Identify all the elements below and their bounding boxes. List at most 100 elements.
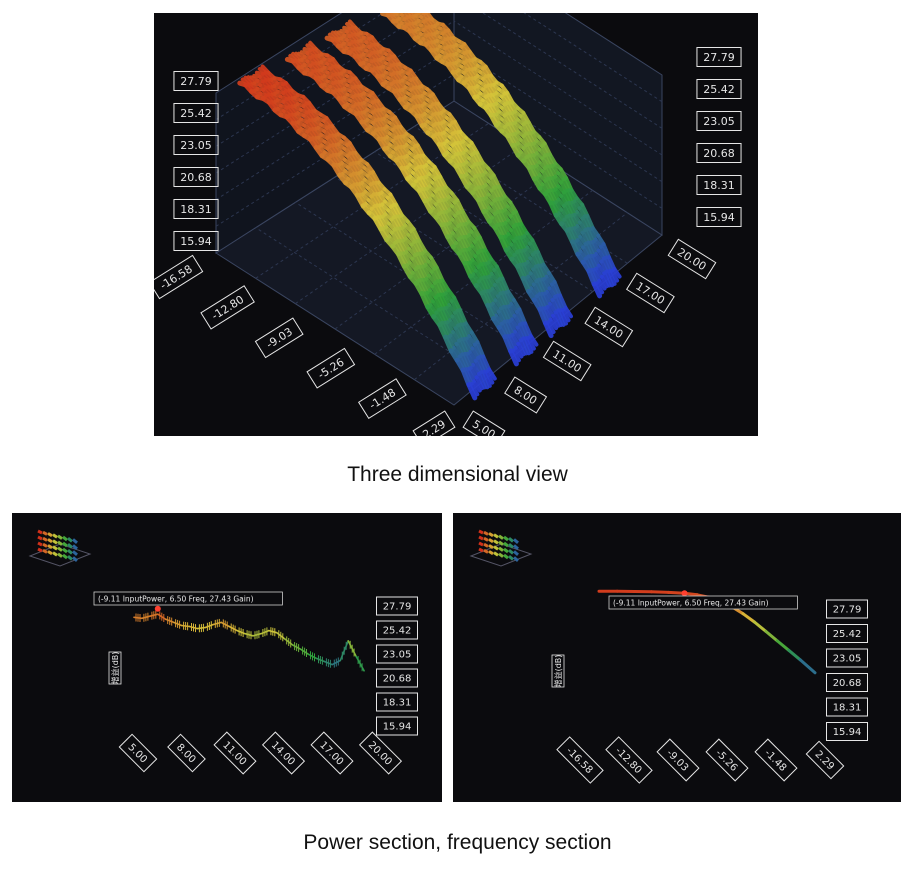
ridge-segment bbox=[460, 352, 471, 372]
ridge-segment bbox=[417, 251, 428, 267]
ridge-segment bbox=[416, 265, 426, 282]
ridge-segment bbox=[511, 224, 522, 240]
ridge-segment bbox=[473, 174, 483, 190]
power-axis-tick: 2.29 bbox=[412, 410, 456, 436]
ridge-segment bbox=[476, 371, 487, 390]
y-axis-tick: 20.68 bbox=[376, 668, 418, 688]
x-axis-tick-label: 17.00 bbox=[317, 740, 345, 768]
ridge-segment bbox=[539, 291, 550, 309]
mini-ridge bbox=[503, 553, 509, 560]
ridge-segment bbox=[583, 228, 593, 245]
mini-3d-thumbnail[interactable] bbox=[28, 529, 92, 567]
mini-ridge bbox=[52, 545, 58, 551]
ridge-segment bbox=[478, 262, 489, 280]
mini-3d-thumbnail[interactable] bbox=[469, 529, 533, 567]
freq-axis-tick-box bbox=[625, 272, 675, 314]
frequency-section-panel[interactable]: 27.79 25.42 23.05 20.68 18.31 15.94 -16.58 -12.… bbox=[453, 513, 901, 802]
x-axis-tick: -1.48 bbox=[754, 738, 798, 782]
ridge-segment bbox=[515, 250, 525, 267]
ridge-segment bbox=[475, 340, 486, 359]
power-axis-tick-box bbox=[306, 347, 356, 389]
frequency-section-chart[interactable]: 27.79 25.42 23.05 20.68 18.31 15.94 -16.58 -12.… bbox=[453, 513, 901, 802]
ridge-segment bbox=[482, 275, 492, 293]
z-axis-left-tick-box bbox=[173, 71, 219, 91]
ridge-segment bbox=[551, 313, 561, 328]
ridge-segment bbox=[475, 173, 486, 189]
mini-ridge bbox=[483, 548, 489, 554]
ridge-segment bbox=[394, 214, 405, 230]
ridge-segment bbox=[462, 352, 473, 370]
y-axis-tick-label: 18.31 bbox=[833, 703, 862, 714]
ridge-segment bbox=[432, 281, 443, 297]
surface-chart[interactable]: 27.79 27.79 25.42 25.42 23.05 23.05 20.68 20.68… bbox=[154, 13, 758, 436]
mini-ridge bbox=[508, 555, 514, 561]
ridge-segment bbox=[433, 295, 444, 311]
ridge-segment bbox=[513, 345, 524, 359]
mini-ridge bbox=[67, 537, 73, 543]
ridge-segment bbox=[591, 267, 602, 283]
mini-ridge bbox=[478, 541, 484, 547]
ridge-segment bbox=[416, 278, 427, 296]
y-axis-tick-box bbox=[376, 620, 418, 640]
z-axis-right-tick-label: 27.79 bbox=[703, 51, 735, 64]
freq-axis-tick-label: 14.00 bbox=[592, 314, 626, 342]
power-axis-tick: -9.03 bbox=[254, 317, 304, 359]
y-axis-tick-box bbox=[376, 692, 418, 712]
x-axis-tick-box bbox=[358, 731, 403, 775]
y-axis-title-text: 增益(dB) bbox=[110, 652, 120, 685]
ridge-segment bbox=[499, 306, 509, 324]
ridge-segment bbox=[436, 199, 447, 215]
ridge-segment bbox=[556, 308, 566, 327]
power-section-panel[interactable]: 27.79 25.42 23.05 20.68 18.31 15.94 5.00 8.00 11… bbox=[12, 513, 442, 802]
power-section-chart[interactable]: 27.79 25.42 23.05 20.68 18.31 15.94 5.00 8.00 11… bbox=[12, 513, 442, 802]
ridge-segment bbox=[481, 354, 491, 372]
x-axis-tick-label: -1.48 bbox=[762, 748, 788, 774]
z-axis-left-tick: 23.05 bbox=[173, 135, 219, 155]
y-axis-tick: 27.79 bbox=[376, 596, 418, 616]
z-axis-right-tick-box bbox=[696, 143, 742, 163]
mini-ridge bbox=[498, 552, 504, 558]
ridge-segment bbox=[545, 176, 556, 193]
ridge-segment bbox=[421, 277, 432, 293]
ridge-segment bbox=[513, 209, 524, 227]
selection-marker bbox=[154, 605, 161, 612]
mini-ridge bbox=[478, 529, 484, 535]
ridge-segment bbox=[533, 264, 544, 282]
mini-ridge bbox=[57, 534, 63, 540]
freq-axis-tick: 11.00 bbox=[542, 340, 592, 382]
y-axis-title: 增益(dB) bbox=[108, 652, 122, 685]
z-axis-right-tick-label: 25.42 bbox=[703, 83, 735, 96]
ridge-segment bbox=[487, 367, 497, 381]
ridge-segment bbox=[601, 256, 612, 274]
ridge-segment bbox=[563, 305, 573, 319]
ridge-segment bbox=[526, 335, 536, 351]
ridge-segment bbox=[548, 188, 558, 205]
ridge-segment bbox=[508, 334, 518, 350]
ridge-segment bbox=[526, 153, 537, 169]
ridge-segment bbox=[564, 201, 574, 218]
z-axis-left-tick: 15.94 bbox=[173, 231, 219, 251]
y-axis-tick-box bbox=[826, 624, 868, 643]
ridge-segment bbox=[516, 341, 526, 357]
ridge-segment bbox=[458, 222, 469, 239]
three-dimensional-view-panel[interactable]: 27.79 27.79 25.42 25.42 23.05 23.05 20.68 20.68… bbox=[154, 13, 758, 436]
freq-axis-tick: 5.00 bbox=[462, 410, 506, 436]
y-axis-title-text: 增益(dB) bbox=[553, 655, 563, 688]
ridge-segment bbox=[478, 248, 488, 266]
ridge-segment bbox=[442, 320, 453, 338]
mini-ridge bbox=[498, 546, 504, 552]
mini-ridge bbox=[52, 539, 58, 545]
y-axis-tick-label: 27.79 bbox=[383, 602, 412, 613]
mini-ridge bbox=[62, 535, 68, 542]
ridge-segment bbox=[375, 203, 385, 219]
x-axis-tick-box bbox=[261, 731, 306, 775]
ridge-segment bbox=[456, 323, 466, 342]
power-axis-tick-label: -5.26 bbox=[316, 356, 347, 382]
ridge-segment bbox=[501, 305, 512, 324]
ridge-segment bbox=[511, 211, 521, 227]
x-axis-tick: 14.00 bbox=[261, 731, 306, 775]
ridge-segment bbox=[482, 369, 492, 388]
z-axis-right-tick-box bbox=[696, 175, 742, 195]
ridge-segment bbox=[419, 175, 429, 191]
tooltip-box bbox=[93, 591, 283, 606]
